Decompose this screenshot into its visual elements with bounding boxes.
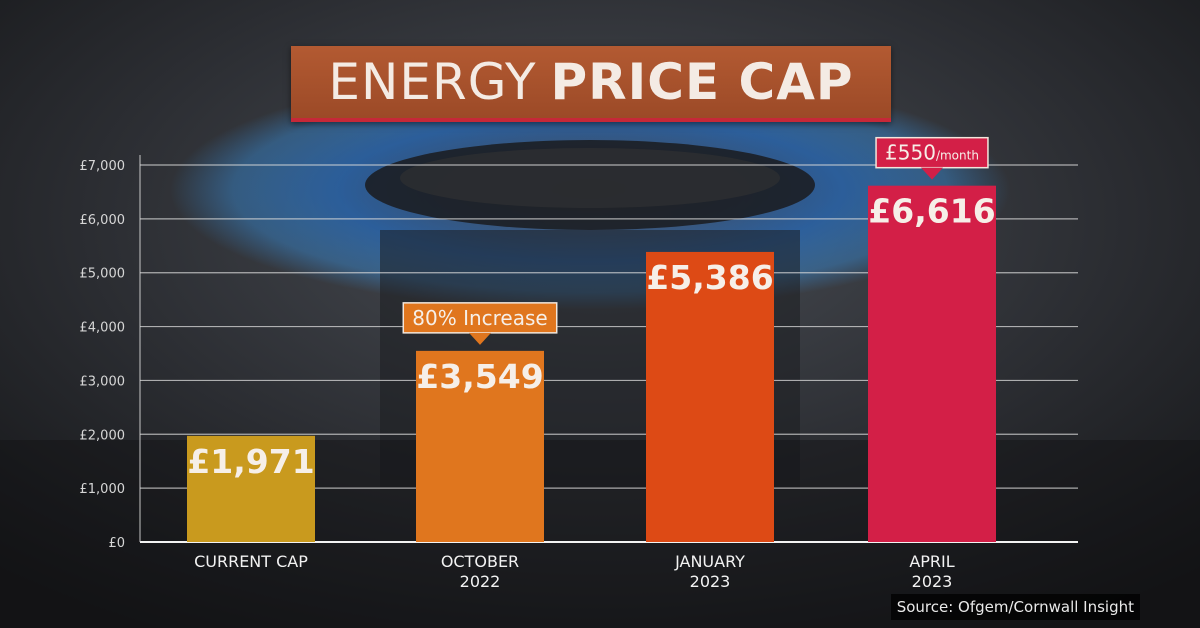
x-tick-label-line: CURRENT CAP	[194, 552, 308, 571]
callout-text: 80% Increase	[412, 306, 547, 330]
callout-pointer	[469, 332, 491, 345]
y-tick-label: £4,000	[80, 321, 126, 336]
x-tick-label: OCTOBER 2022	[441, 552, 519, 591]
y-tick-label: £2,000	[80, 428, 126, 443]
bar-group: £3,549	[416, 350, 544, 542]
callout-main-text: £550	[885, 141, 936, 165]
callout-text: £550/month	[885, 141, 979, 165]
x-tick-label-line: JANUARY	[674, 552, 745, 571]
y-tick-label: £1,000	[80, 482, 126, 497]
title-word-price-cap: PRICE CAP	[550, 53, 854, 111]
bar	[416, 350, 544, 542]
callout-main-text: 80% Increase	[412, 306, 547, 330]
y-tick-label: £5,000	[80, 267, 126, 282]
callout-box	[875, 136, 989, 169]
x-tick-label: JANUARY 2023	[674, 552, 745, 591]
bar-callout: £550/month	[875, 136, 989, 180]
bars: £1,971 £3,549 £5,386 £6,616	[187, 185, 996, 543]
x-tick-label: CURRENT CAP	[194, 552, 308, 571]
x-tick-label-line: 2022	[460, 572, 501, 591]
y-axis-ticks: £0 £1,000 £2,000 £3,000 £4,000 £5,000 £6,000 £7…	[80, 159, 126, 551]
x-tick-label-line: 2023	[690, 572, 731, 591]
bar-value-label: £1,971	[187, 442, 314, 481]
bar-value-label: £5,386	[646, 258, 773, 297]
annotations: 80% Increase £550/month	[402, 136, 989, 345]
source-credit: Source: Ofgem/Cornwall Insight	[890, 594, 1140, 620]
callout-pointer	[921, 167, 943, 180]
bar-group: £5,386	[646, 251, 774, 543]
callout-box	[402, 302, 558, 334]
bar-callout: 80% Increase	[402, 302, 558, 345]
x-tick-label: APRIL 2023	[909, 552, 954, 591]
x-tick-label-line: OCTOBER	[441, 552, 519, 571]
y-tick-label: £3,000	[80, 374, 126, 389]
bar-group: £6,616	[868, 185, 996, 542]
callout-unit-text: /month	[936, 149, 979, 163]
bar-group: £1,971	[187, 435, 315, 542]
bar-value-label: £3,549	[416, 357, 543, 396]
y-tick-label: £6,000	[80, 213, 126, 228]
bar	[868, 185, 996, 542]
x-tick-label-line: APRIL	[909, 552, 954, 571]
y-tick-label: £0	[108, 536, 125, 551]
y-tick-label: £7,000	[80, 159, 126, 174]
chart-title: ENERGY PRICE CAP	[291, 46, 891, 122]
bar-value-label: £6,616	[868, 192, 995, 231]
bar	[646, 251, 774, 543]
title-word-energy: ENERGY	[328, 53, 537, 111]
x-tick-label-line: 2023	[912, 572, 953, 591]
bar	[187, 435, 315, 542]
